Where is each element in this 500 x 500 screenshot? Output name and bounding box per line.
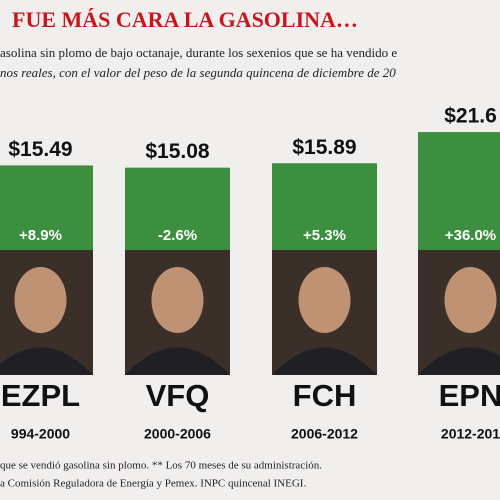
x-tick-label: VFQ bbox=[146, 378, 210, 413]
x-tick-label: EPN bbox=[439, 378, 500, 413]
portrait-suit bbox=[272, 347, 377, 375]
value-label: $15.08 bbox=[145, 140, 210, 163]
period-label: 994-2000 bbox=[11, 426, 70, 442]
portrait-suit bbox=[125, 347, 230, 375]
footnote: que se vendió gasolina sin plomo. ** Los… bbox=[0, 460, 322, 472]
value-label: $21.6 bbox=[444, 105, 497, 128]
portrait-face bbox=[298, 267, 351, 333]
portrait-face bbox=[444, 267, 497, 333]
subtitle: asolina sin plomo de bajo octanaje, dura… bbox=[0, 45, 397, 60]
subtitle: nos reales, con el valor del peso de la … bbox=[0, 65, 396, 80]
bar bbox=[418, 132, 500, 250]
portrait-face bbox=[14, 267, 67, 333]
change-label: +5.3% bbox=[303, 227, 346, 244]
bar bbox=[272, 163, 377, 250]
period-label: 2012-201 bbox=[441, 426, 500, 442]
x-tick-label: FCH bbox=[293, 378, 357, 413]
value-label: $15.49 bbox=[8, 138, 72, 161]
portrait-face bbox=[151, 267, 204, 333]
footnote: a Comisión Reguladora de Energía y Pemex… bbox=[0, 478, 306, 490]
period-label: 2006-2012 bbox=[291, 426, 358, 442]
change-label: -2.6% bbox=[158, 227, 197, 244]
x-tick-label: EZPL bbox=[1, 378, 80, 413]
chart-title: FUE MÁS CARA LA GASOLINA… bbox=[12, 7, 358, 32]
change-label: +8.9% bbox=[19, 227, 62, 244]
bar bbox=[125, 167, 230, 250]
bar bbox=[0, 165, 93, 250]
portrait-suit bbox=[418, 347, 500, 375]
period-label: 2000-2006 bbox=[144, 426, 211, 442]
value-label: $15.89 bbox=[292, 136, 356, 159]
change-label: +36.0% bbox=[445, 227, 496, 244]
portrait-suit bbox=[0, 347, 93, 375]
